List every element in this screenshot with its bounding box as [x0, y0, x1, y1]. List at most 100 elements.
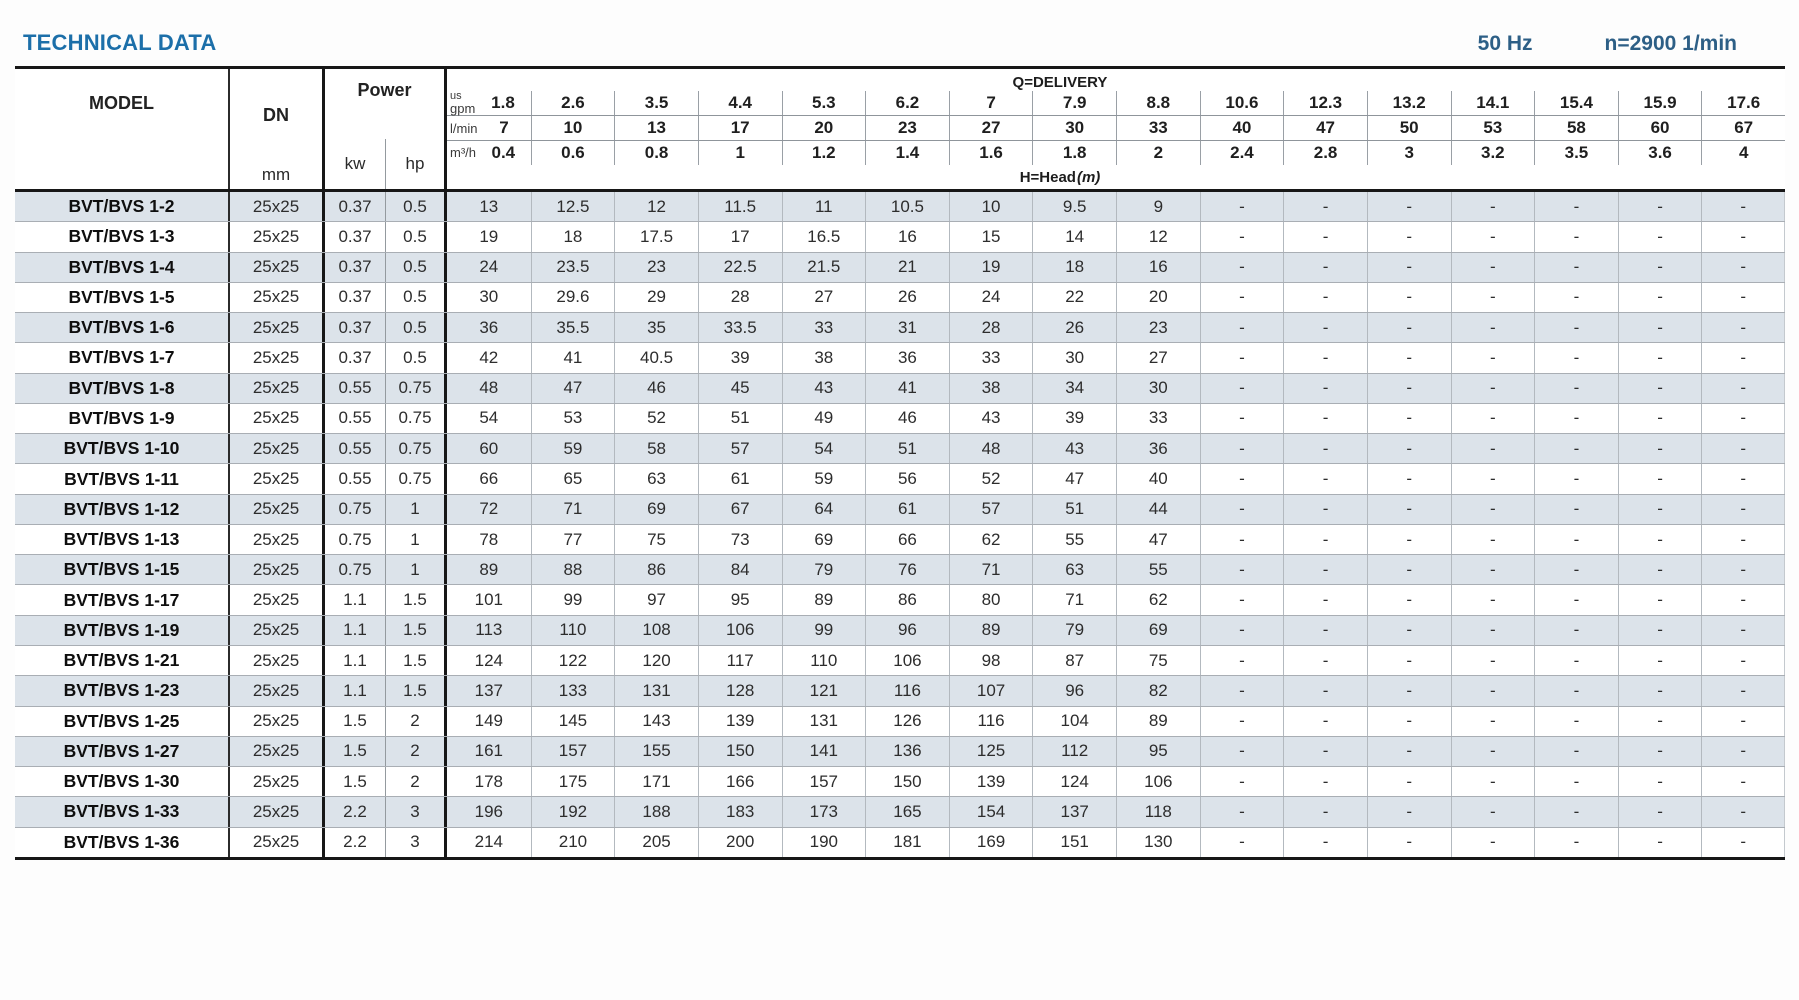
head-cell: 124 — [474, 650, 503, 670]
page-header: TECHNICAL DATA 50 Hz n=2900 1/min — [0, 0, 1799, 66]
head-cell: 181 — [865, 827, 949, 857]
hp-cell: 0.5 — [385, 192, 447, 222]
kw-cell: 0.55 — [338, 408, 372, 428]
head-cell: - — [1450, 252, 1535, 282]
head-cell: - — [1534, 403, 1618, 434]
head-cell: - — [1199, 222, 1284, 252]
delivery-column-header: 3 — [1366, 141, 1451, 165]
head-cell: 98 — [948, 645, 1033, 676]
delivery-column-header: 0.6 — [530, 141, 615, 165]
head-cell: - — [1617, 282, 1702, 313]
head-cell: - — [1283, 282, 1367, 313]
delivery-value: 17 — [730, 118, 750, 138]
hp-cell: 1.5 — [385, 676, 447, 706]
model-cell: BVT/BVS 1-8 — [15, 373, 230, 403]
head-cell: 69 — [614, 494, 698, 524]
head-cell: - — [1283, 494, 1367, 524]
head-cell: 51 — [1032, 494, 1116, 524]
head-cell: 128 — [697, 676, 782, 706]
delivery-header-block: Q=DELIVERY us gpm 1.8 2.6 3.5 4.4 5.3 6.2 7 7.9 8.… — [447, 69, 1785, 189]
head-cell: - — [1450, 222, 1535, 252]
dn-cell: 25x25 — [230, 676, 325, 706]
head-cell: 66 — [865, 524, 949, 555]
head-cell: 47 — [1116, 524, 1200, 555]
hp-cell: 0.5 — [385, 222, 447, 252]
head-cell: 125 — [948, 736, 1033, 767]
delivery-value: 30 — [1065, 118, 1085, 138]
head-cell: - — [1450, 343, 1535, 373]
delivery-column-header: 3.5 — [614, 91, 698, 116]
head-cell: 69 — [1116, 615, 1200, 645]
head-cell: - — [1534, 192, 1618, 222]
head-cell: 55 — [1116, 555, 1200, 585]
head-cell: - — [1366, 797, 1451, 827]
delivery-value: 53 — [1483, 118, 1503, 138]
head-cell: - — [1617, 494, 1702, 524]
delivery-value: 0.8 — [644, 143, 669, 163]
head-cell: 45 — [697, 373, 782, 403]
head-cell: 47 — [530, 373, 615, 403]
head-cell: 178 — [474, 771, 503, 791]
head-cell: 139 — [697, 706, 782, 736]
head-cell: 35 — [614, 313, 698, 343]
head-cell: 99 — [781, 615, 866, 645]
head-cell: 39 — [1032, 403, 1116, 434]
dn-cell: 25x25 — [230, 313, 325, 343]
head-cell: - — [1534, 676, 1618, 706]
head-cell: - — [1701, 252, 1785, 282]
head-cell: 10.5 — [865, 192, 949, 222]
delivery-column-header: 2 — [1116, 141, 1200, 165]
delivery-column-header: 6.2 — [865, 91, 949, 116]
head-cell: - — [1617, 252, 1702, 282]
head-cell: 89 — [781, 585, 866, 615]
head-cell: - — [1366, 464, 1451, 494]
delivery-column-header: m³/h 0.4 — [447, 141, 531, 165]
hp-cell: 2 — [385, 767, 447, 797]
model-cell: BVT/BVS 1-11 — [15, 464, 230, 494]
head-cell: - — [1366, 252, 1451, 282]
model-cell: BVT/BVS 1-30 — [15, 767, 230, 797]
head-cell: 33 — [781, 313, 866, 343]
unit-label: us gpm — [450, 90, 476, 117]
head-cell: 26 — [865, 282, 949, 313]
head-cell: - — [1366, 343, 1451, 373]
delivery-column-header: 33 — [1116, 116, 1200, 141]
table-row: BVT/BVS 1-11 25x25 0.55 0.75 66 65 63 61 59 56 52 4… — [15, 463, 1785, 494]
hp-cell: 0.75 — [385, 373, 447, 403]
frequency-label: 50 Hz — [1477, 32, 1533, 55]
delivery-value: 7.9 — [1062, 93, 1087, 113]
model-cell: BVT/BVS 1-2 — [15, 192, 230, 222]
head-cell: 166 — [697, 767, 782, 797]
hp-cell: 0.5 — [385, 252, 447, 282]
head-cell: - — [1701, 192, 1785, 222]
head-cell: 40 — [1116, 464, 1200, 494]
delivery-column-header: 8.8 — [1116, 91, 1200, 116]
head-cell: 51 — [865, 434, 949, 464]
head-cell: - — [1366, 282, 1451, 313]
table-row: BVT/BVS 1-7 25x25 0.37 0.5 42 41 40.5 39 38 36 33 3… — [15, 342, 1785, 373]
head-cell: - — [1283, 615, 1367, 645]
head-cell: - — [1617, 706, 1702, 736]
head-cell: - — [1366, 585, 1451, 615]
head-cell: - — [1199, 494, 1284, 524]
head-cell: - — [1617, 464, 1702, 494]
head-cell: 40.5 — [614, 343, 698, 373]
head-cell: - — [1366, 676, 1451, 706]
head-cell: - — [1366, 615, 1451, 645]
head-cell: - — [1701, 373, 1785, 403]
head-cell: 63 — [614, 464, 698, 494]
speed-label: n=2900 1/min — [1604, 32, 1738, 55]
delivery-value: 3.2 — [1480, 143, 1505, 163]
head-cell: 154 — [948, 797, 1033, 827]
kw-cell: 0.55 — [338, 378, 372, 398]
head-cell: 97 — [614, 585, 698, 615]
head-cell: 11.5 — [697, 192, 782, 222]
hp-cell: 0.75 — [385, 464, 447, 494]
head-cell: 79 — [1032, 615, 1116, 645]
head-cell: 18 — [530, 222, 615, 252]
head-cell: 41 — [865, 373, 949, 403]
model-cell: BVT/BVS 1-15 — [15, 555, 230, 585]
head-cell: 150 — [697, 736, 782, 767]
delivery-column-header: 12.3 — [1283, 91, 1367, 116]
